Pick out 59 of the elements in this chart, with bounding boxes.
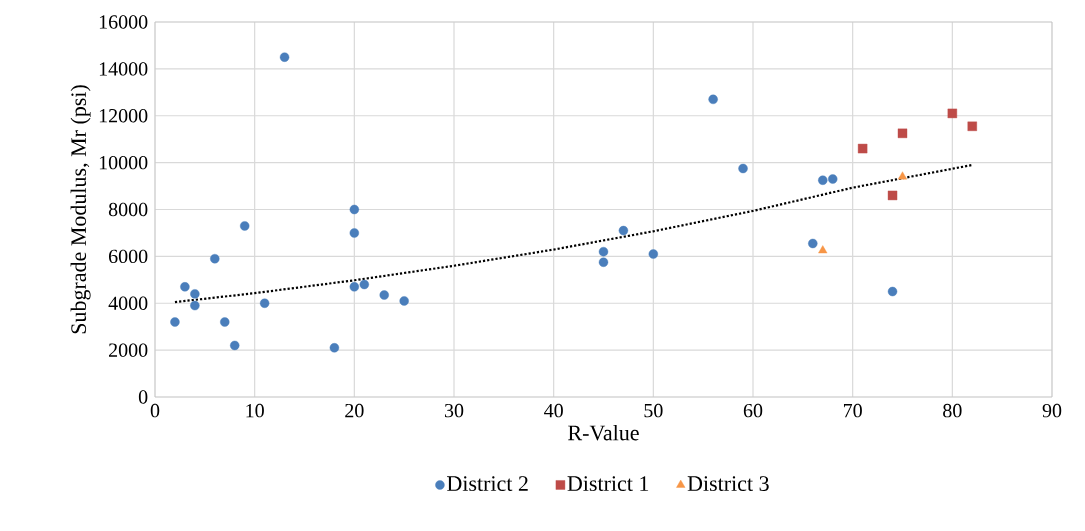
x-tick-label: 50 [644, 403, 663, 418]
point [618, 225, 629, 236]
point [379, 290, 389, 300]
point [190, 300, 200, 311]
point [349, 228, 360, 238]
y-tick-label: 0 [138, 390, 148, 404]
point [210, 254, 220, 264]
y-tick-label: 6000 [109, 249, 148, 264]
point [897, 128, 908, 139]
x-tick-label: 60 [743, 403, 763, 418]
point [359, 279, 369, 290]
point [190, 289, 200, 299]
point [349, 204, 360, 215]
point [240, 221, 250, 231]
x-axis-title: R-Value [568, 424, 639, 441]
x-tick-label: 10 [246, 403, 264, 418]
point [279, 52, 290, 62]
point [897, 171, 908, 180]
legend-label: District 3 [687, 476, 769, 491]
x-tick-label: 20 [345, 403, 364, 418]
legend-label: District 1 [567, 476, 649, 491]
point [967, 121, 977, 131]
x-tick-label: 0 [150, 403, 160, 418]
y-axis-title: Subgrade Modulus, Mr (psi) [70, 85, 91, 334]
point [170, 317, 180, 327]
y-tick-label: 8000 [108, 202, 148, 217]
point [259, 298, 270, 308]
point [399, 296, 409, 306]
line-series [173, 163, 974, 304]
x-tick-label: 70 [843, 403, 862, 418]
point [708, 94, 718, 105]
y-tick-label: 14000 [99, 62, 148, 76]
point [329, 343, 340, 353]
y-tick-label: 2000 [109, 343, 148, 357]
point [230, 340, 240, 351]
y-tick-label: 10000 [99, 155, 148, 170]
point [947, 108, 958, 119]
point [598, 246, 609, 257]
legend-label: District 2 [447, 476, 528, 491]
point [857, 143, 868, 154]
point [220, 317, 230, 327]
point [349, 282, 360, 292]
x-tick-label: 40 [544, 403, 563, 418]
x-tick-label: 90 [1042, 403, 1062, 418]
y-tick-label: 12000 [99, 109, 148, 123]
y-tick-label: 4000 [108, 296, 148, 310]
point [648, 249, 659, 259]
x-tick-label: 80 [943, 403, 962, 418]
point [887, 190, 898, 201]
x-tick-label: 30 [444, 403, 464, 418]
point [818, 245, 828, 254]
point [828, 174, 838, 184]
y-tick-label: 16000 [99, 15, 148, 29]
point [887, 286, 898, 297]
point [808, 238, 818, 249]
point [818, 175, 828, 185]
point [180, 282, 190, 292]
point [738, 163, 748, 174]
point [598, 257, 609, 267]
